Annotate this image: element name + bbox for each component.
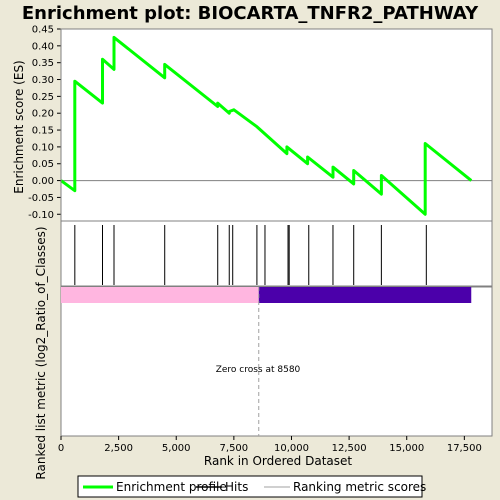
y-axis-label-es: Enrichment score (ES) — [12, 60, 26, 193]
x-axis-label: Rank in Ordered Dataset — [204, 454, 352, 468]
x-tick-label: 10,000 — [274, 443, 309, 454]
metric-positive-segment — [61, 287, 259, 303]
y-axis-label-metric: Ranked list metric (log2_Ratio_of_Classe… — [34, 226, 48, 479]
y-tick-label: 0.20 — [32, 109, 54, 120]
x-tick-label: 15,000 — [389, 443, 424, 454]
y-tick-label: 0.00 — [32, 176, 54, 187]
y-tick-label: 0.10 — [32, 142, 54, 153]
metric-negative-segment — [258, 287, 472, 303]
metric-plot-area — [60, 286, 493, 437]
y-tick-label: 0.15 — [32, 126, 54, 137]
x-axis: 0 2,500 5,000 7,500 10,000 12,500 15,000 17,500 — [58, 436, 482, 454]
legend-box — [77, 475, 423, 498]
legend-label-hits: Hits — [225, 480, 248, 494]
hits-panel — [60, 220, 493, 287]
es-plot-area — [61, 29, 492, 221]
x-tick-label: 7,500 — [220, 443, 249, 454]
y-tick-label: -0.10 — [28, 210, 54, 221]
y-tick-label: 0.05 — [32, 159, 54, 170]
legend-label-enrichment: Enrichment profile — [116, 480, 227, 494]
hits-plot-area — [60, 220, 493, 287]
x-tick-label: 2,500 — [104, 443, 133, 454]
y-tick-label: -0.05 — [28, 193, 54, 204]
chart-title: Enrichment plot: BIOCARTA_TNFR2_PATHWAY — [22, 3, 479, 24]
x-tick-label: 17,500 — [447, 443, 482, 454]
y-tick-label: 0.35 — [32, 58, 54, 69]
zero-cross-annotation: Zero cross at 8580 — [216, 365, 301, 375]
y-tick-label: 0.45 — [32, 25, 54, 36]
legend: Enrichment profile Hits Ranking metric s… — [77, 475, 426, 498]
y-tick-label: 0.30 — [32, 75, 54, 86]
y-tick-label: 0.40 — [32, 41, 54, 52]
legend-label-ranking: Ranking metric scores — [293, 480, 426, 494]
x-tick-label: 0 — [58, 443, 64, 454]
metric-panel — [60, 286, 493, 437]
x-tick-label: 12,500 — [332, 443, 367, 454]
enrichment-profile-line — [60, 35, 473, 216]
x-tick-label: 5,000 — [162, 443, 191, 454]
es-panel: -0.10 -0.05 0.00 0.05 0.10 0.15 0.20 0.25 0.30 0.… — [28, 25, 493, 222]
y-tick-label: 0.25 — [32, 92, 54, 103]
